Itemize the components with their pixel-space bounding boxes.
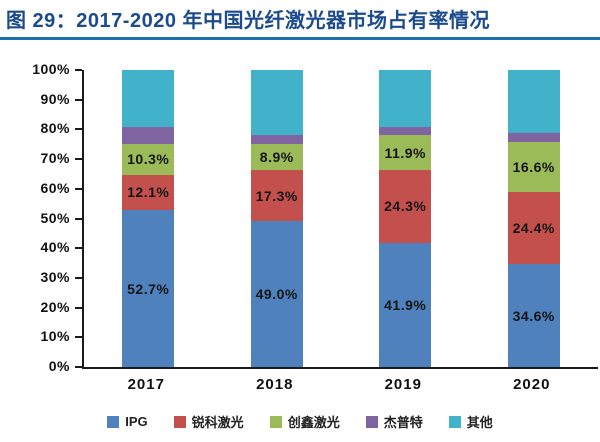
segment-IPG-2020: 34.6% bbox=[507, 264, 560, 367]
segment-value-label: 8.9% bbox=[259, 148, 294, 165]
y-tick-label: 70% bbox=[40, 150, 70, 167]
segment-IPG-2019: 41.9% bbox=[379, 242, 432, 367]
y-tick-mark bbox=[75, 276, 82, 279]
segment-其他-2018 bbox=[250, 70, 303, 136]
figure-title: 图 29：2017-2020 年中国光纤激光器市场占有率情况 bbox=[6, 10, 491, 32]
y-tick-label: 20% bbox=[40, 298, 70, 315]
legend-swatch-icon bbox=[365, 415, 378, 428]
segment-IPG-2017: 52.7% bbox=[122, 210, 175, 367]
y-tick-mark bbox=[75, 336, 82, 339]
legend-label: 创鑫激光 bbox=[287, 415, 340, 430]
segment-创鑫激光-2020: 16.6% bbox=[507, 142, 560, 192]
segment-value-label: 24.3% bbox=[384, 198, 427, 215]
segment-value-label: 11.9% bbox=[384, 144, 426, 161]
segment-value-label: 52.7% bbox=[127, 280, 170, 297]
segment-杰普特-2020 bbox=[507, 132, 560, 143]
segment-value-label: 17.3% bbox=[255, 187, 298, 204]
legend-label: 其他 bbox=[466, 415, 493, 430]
y-tick-mark bbox=[75, 187, 82, 190]
x-axis-label-2019: 2019 bbox=[384, 376, 422, 393]
y-tick-mark bbox=[75, 366, 82, 368]
segment-其他-2019 bbox=[379, 70, 432, 128]
y-tick-label: 50% bbox=[40, 209, 70, 226]
y-tick-mark bbox=[75, 158, 82, 161]
segment-锐科激光-2018: 17.3% bbox=[250, 170, 303, 222]
y-tick-label: 0% bbox=[48, 358, 70, 374]
legend-item-锐科激光: 锐科激光 bbox=[173, 412, 244, 431]
segment-杰普特-2017 bbox=[122, 126, 175, 144]
legend-label: 杰普特 bbox=[383, 415, 423, 430]
legend-swatch-icon bbox=[107, 415, 120, 428]
legend-swatch-icon bbox=[173, 415, 186, 428]
stacked-bar-2019: 11.9% 24.3% 41.9% bbox=[379, 70, 432, 367]
segment-value-label: 16.6% bbox=[512, 159, 555, 176]
segment-创鑫激光-2019: 11.9% bbox=[379, 135, 432, 171]
stacked-bar-2018: 8.9% 17.3% 49.0% bbox=[250, 70, 303, 367]
title-underline bbox=[0, 37, 600, 40]
y-tick-mark bbox=[75, 247, 82, 250]
y-tick-mark bbox=[75, 217, 82, 220]
plot-area: 10.3% 12.1% 52.7% 8.9% 17.3% 49.0% 11.9% 24.3% 4… bbox=[82, 70, 598, 369]
segment-锐科激光-2019: 24.3% bbox=[379, 170, 432, 243]
legend-label: 锐科激光 bbox=[191, 415, 244, 430]
segment-锐科激光-2020: 24.4% bbox=[507, 191, 560, 265]
legend-item-其他: 其他 bbox=[448, 412, 493, 431]
segment-其他-2020 bbox=[507, 70, 560, 133]
segment-value-label: 10.3% bbox=[127, 151, 170, 168]
segment-value-label: 12.1% bbox=[127, 184, 170, 201]
y-tick-label: 60% bbox=[40, 179, 70, 196]
segment-value-label: 49.0% bbox=[255, 286, 298, 303]
segment-value-label: 41.9% bbox=[384, 296, 427, 313]
legend-swatch-icon bbox=[448, 415, 461, 428]
legend-label: IPG bbox=[125, 414, 148, 429]
legend-swatch-icon bbox=[269, 415, 282, 428]
stacked-bar-2017: 10.3% 12.1% 52.7% bbox=[122, 70, 175, 367]
segment-杰普特-2019 bbox=[379, 127, 432, 136]
segment-其他-2017 bbox=[122, 70, 175, 127]
y-tick-mark bbox=[75, 69, 82, 71]
segment-value-label: 24.4% bbox=[512, 219, 555, 236]
segment-IPG-2018: 49.0% bbox=[250, 221, 303, 367]
y-tick-mark bbox=[75, 98, 82, 101]
legend-item-IPG: IPG bbox=[107, 414, 148, 429]
stacked-bar-2020: 16.6% 24.4% 34.6% bbox=[507, 70, 560, 367]
x-axis-label-2017: 2017 bbox=[127, 376, 165, 393]
segment-杰普特-2018 bbox=[250, 135, 303, 144]
legend-item-创鑫激光: 创鑫激光 bbox=[269, 412, 340, 431]
y-tick-label: 10% bbox=[40, 328, 70, 345]
segment-锐科激光-2017: 12.1% bbox=[122, 174, 175, 211]
y-tick-label: 90% bbox=[40, 90, 70, 107]
y-tick-mark bbox=[75, 128, 82, 131]
y-tick-label: 30% bbox=[40, 268, 70, 285]
y-tick-mark bbox=[75, 306, 82, 309]
legend-item-杰普特: 杰普特 bbox=[365, 412, 423, 431]
y-tick-label: 40% bbox=[40, 239, 70, 256]
segment-value-label: 34.6% bbox=[512, 307, 555, 324]
segment-创鑫激光-2018: 8.9% bbox=[250, 143, 303, 171]
x-axis-label-2020: 2020 bbox=[513, 376, 551, 393]
x-axis-label-2018: 2018 bbox=[256, 376, 294, 393]
y-tick-label: 100% bbox=[32, 61, 70, 77]
segment-创鑫激光-2017: 10.3% bbox=[122, 143, 175, 175]
chart-legend: IPG 锐科激光 创鑫激光 杰普特 其他 bbox=[0, 412, 600, 431]
y-tick-label: 80% bbox=[40, 120, 70, 137]
